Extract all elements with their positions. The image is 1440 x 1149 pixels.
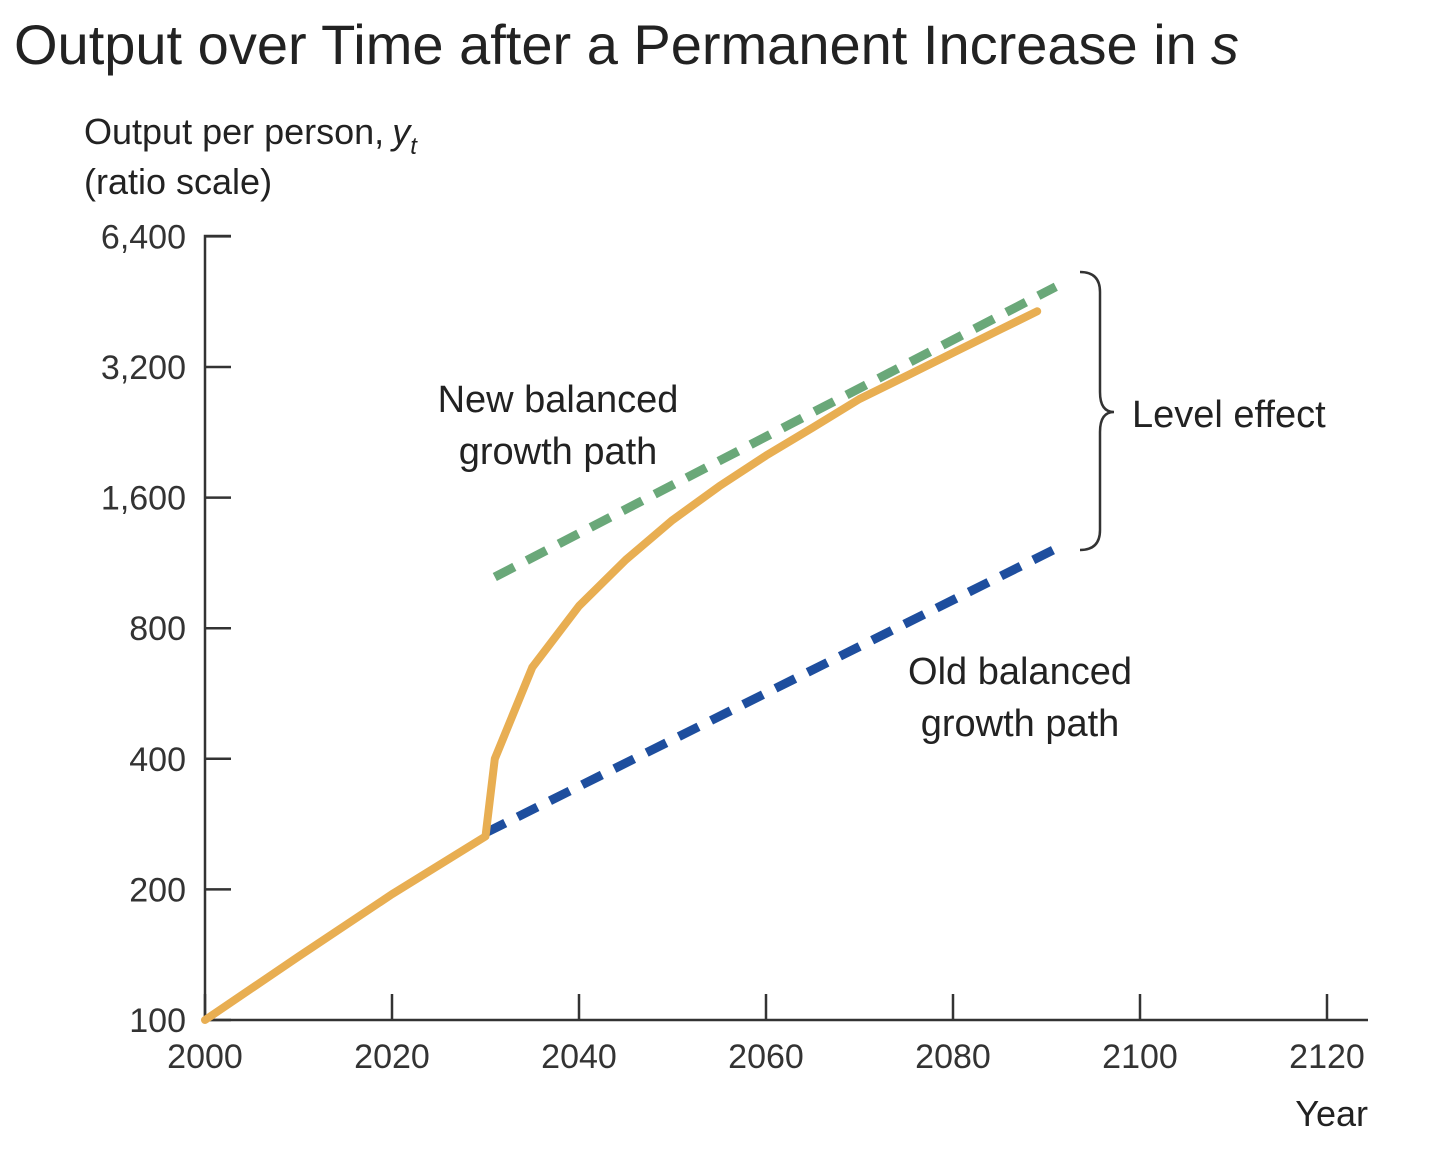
y-tick-label: 6,400 (101, 218, 186, 256)
level-effect-brace (1079, 270, 1115, 552)
y-tick-label: 200 (129, 871, 186, 909)
x-axis-ticks: 2000 2020 2040 2060 2080 2100 2120 (167, 994, 1365, 1076)
old-path-label-line1: Old balanced (908, 651, 1132, 693)
chart-title-variable: s (1211, 13, 1239, 76)
y-axis-label-scale: (ratio scale) (84, 161, 272, 202)
y-tick-label: 100 (129, 1002, 186, 1040)
x-tick-label: 2120 (1289, 1038, 1365, 1076)
y-axis-label-main: Output per person, (84, 111, 384, 152)
x-tick-label: 2040 (541, 1038, 617, 1076)
y-tick-label: 800 (129, 610, 186, 648)
y-tick-label: 400 (129, 741, 186, 779)
chart-title-main: Output over Time after a Permanent Incre… (14, 13, 1197, 76)
y-axis-label: Output per person, yt (84, 111, 418, 160)
x-tick-label: 2000 (167, 1038, 243, 1076)
new-path-label-line1: New balanced (438, 379, 679, 421)
y-tick-label: 1,600 (101, 480, 186, 518)
series-line-output (201, 307, 1042, 1024)
series-layer (201, 282, 1058, 1024)
y-axis-label-variable: y (389, 111, 412, 152)
y-axis-ticks: 100 200 400 800 1,600 3,200 6,400 (101, 218, 231, 1040)
y-axis-label-subscript: t (410, 133, 418, 160)
y-tick-label: 3,200 (101, 349, 186, 387)
x-tick-label: 2060 (728, 1038, 804, 1076)
x-tick-label: 2080 (915, 1038, 991, 1076)
x-tick-label: 2100 (1102, 1038, 1178, 1076)
x-tick-label: 2020 (354, 1038, 430, 1076)
x-axis-label: Year (1295, 1093, 1368, 1134)
old-path-label-line2: growth path (921, 703, 1120, 745)
new-path-label-line2: growth path (459, 431, 658, 473)
level-effect-label: Level effect (1132, 394, 1326, 436)
chart-title: Output over Time after a Permanent Incre… (14, 13, 1239, 76)
